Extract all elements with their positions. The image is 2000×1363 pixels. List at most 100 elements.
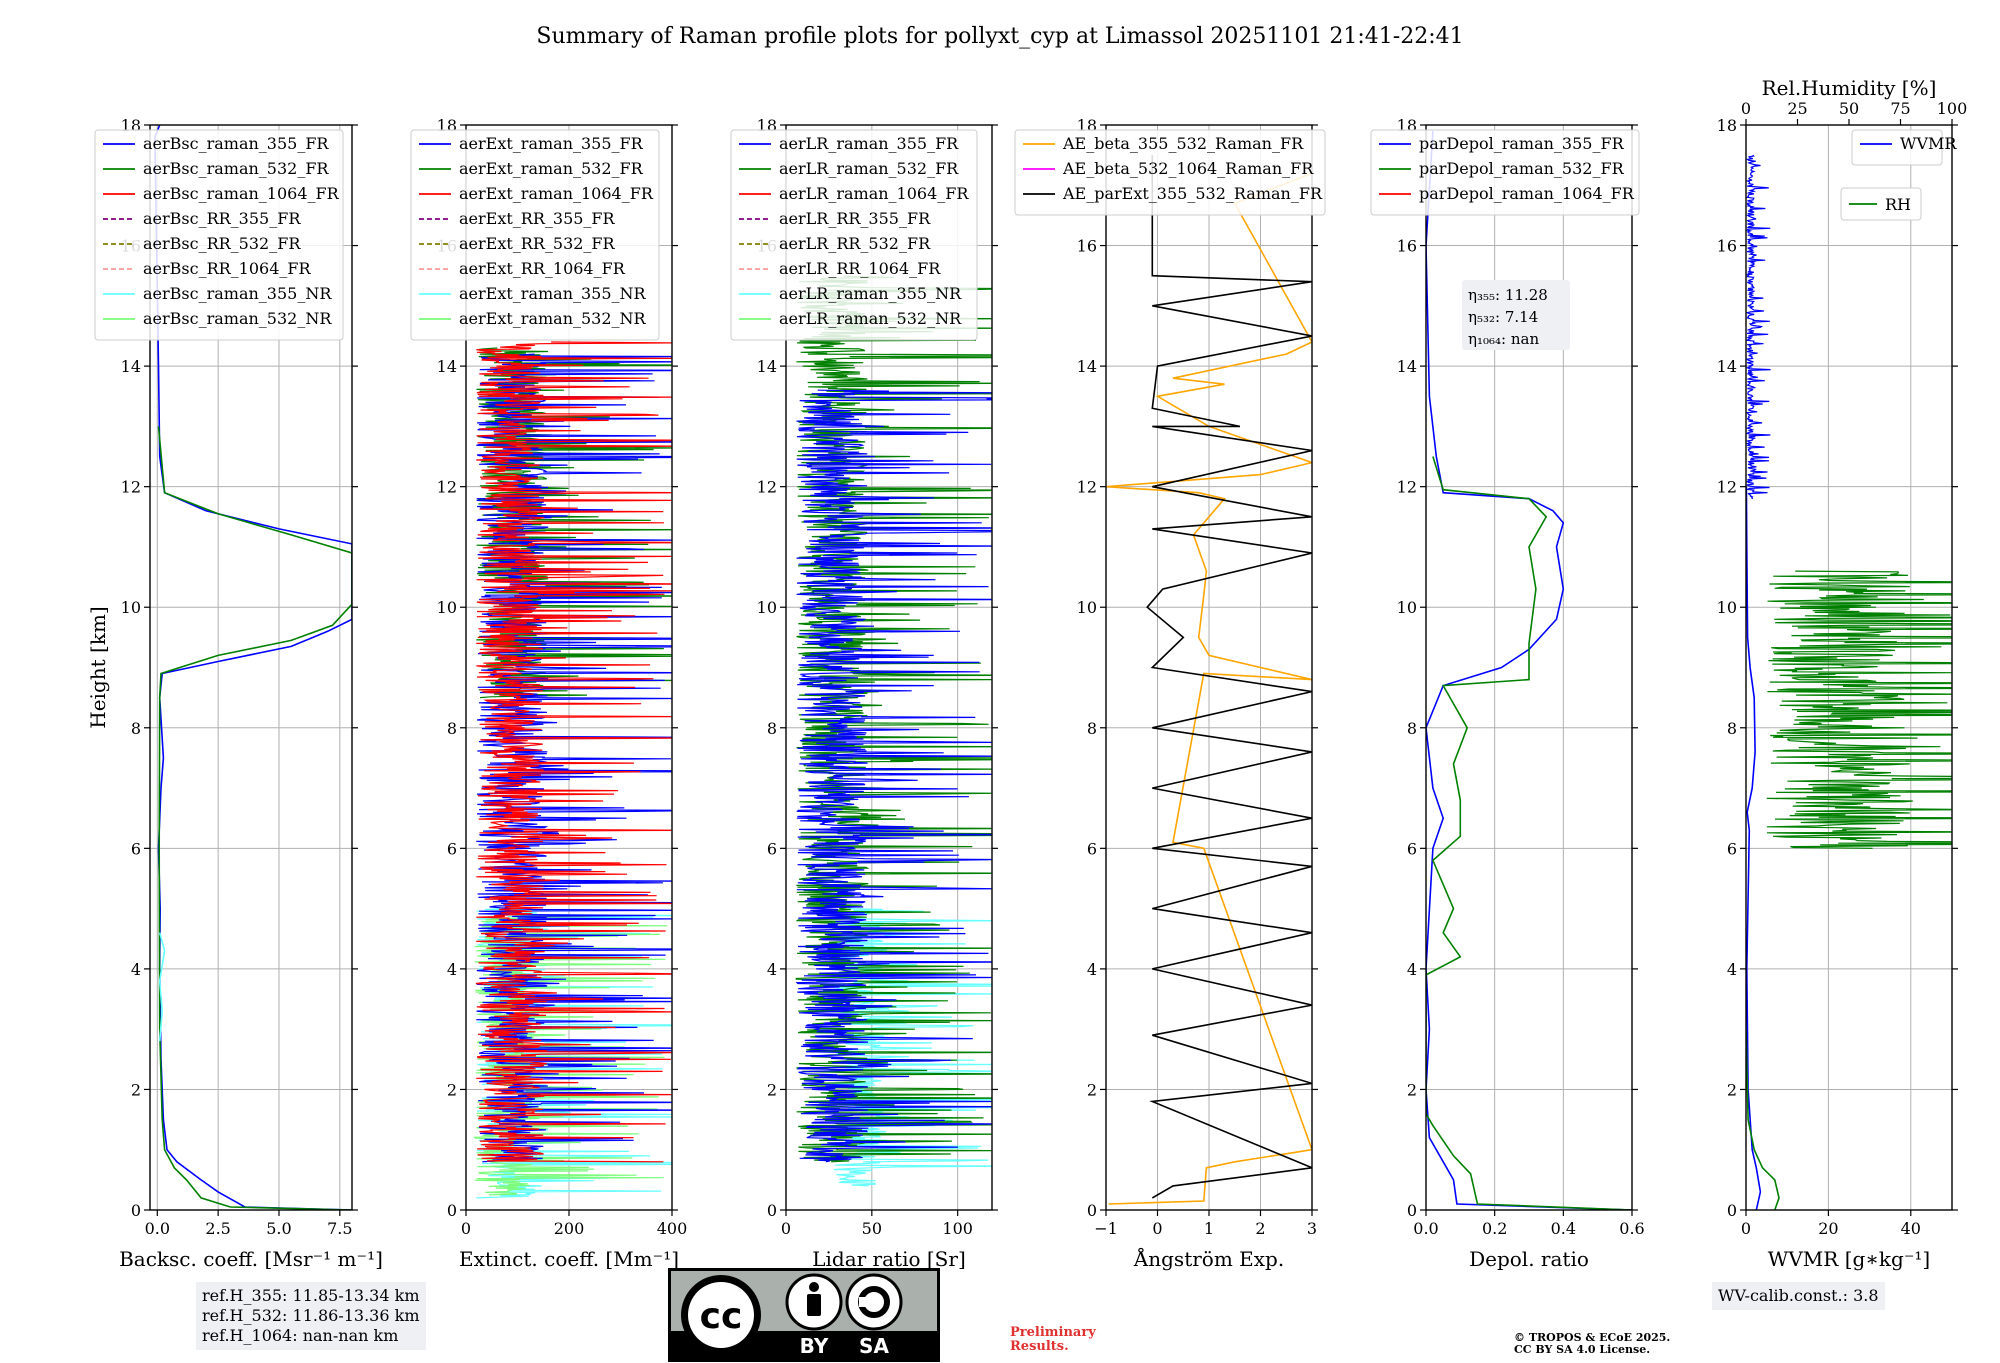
y-tick-label: 14 [437,357,457,376]
y-tick-label: 4 [131,960,141,979]
legend-frame [94,129,344,341]
x-top-tick-label: 75 [1890,99,1910,118]
legend-entry: aerBsc_RR_1064_FR [143,259,312,278]
y-tick-label: 0 [447,1201,457,1220]
y-tick-label: 8 [767,719,777,738]
x-axis-label: WVMR [g∗kg⁻¹] [1768,1247,1930,1271]
y-tick-label: 16 [1077,237,1097,256]
y-tick-label: 2 [1087,1080,1097,1099]
cc-badge-graphic: cc BY SA [671,1271,937,1359]
y-tick-label: 4 [1407,960,1417,979]
y-tick-label: 8 [447,719,457,738]
ref-height-1064: ref.H_1064: nan-nan km [202,1326,399,1345]
legend-frame [410,129,660,341]
legend-entry: aerLR_raman_532_FR [779,159,959,178]
plot-area [795,275,992,1187]
x-tick-label: 5.0 [266,1219,291,1238]
annotation-box [1462,280,1570,350]
x-tick-label: 0.0 [145,1219,170,1238]
legend-entry: aerLR_RR_355_FR [779,209,931,228]
y-tick-label: 6 [1087,839,1097,858]
legend-entry: aerLR_raman_355_FR [779,134,959,153]
x-top-tick-label: 0 [1741,99,1751,118]
y-tick-label: 12 [1077,478,1097,497]
plot-area [154,125,352,1210]
legend-entry: aerBsc_RR_355_FR [143,209,301,228]
y-tick-label: 12 [1717,478,1737,497]
x-top-tick-label: 25 [1787,99,1807,118]
x-tick-label: −1 [1094,1219,1118,1238]
legend-entry: parDepol_raman_355_FR [1419,134,1625,153]
y-tick-label: 8 [131,719,141,738]
y-tick-label: 6 [447,839,457,858]
axes-frame [1425,124,1633,1211]
x-tick-label: 0.6 [1619,1219,1644,1238]
wv-calib-constant: WV-calib.const.: 3.8 [1718,1286,1879,1305]
series-line-aerLR_raman_355_FR [795,389,992,1163]
x-tick-label: 0.0 [1413,1219,1438,1238]
x-tick-label: 0.4 [1551,1219,1576,1238]
x-tick-label: 400 [657,1219,688,1238]
y-tick-label: 14 [757,357,777,376]
series-line-WVMR [1746,486,1762,1210]
legend-entry: AE_parExt_355_532_Raman_FR [1062,184,1323,203]
series-line-AE_parExt_355_532_Raman_FR [1146,155,1312,1199]
legend-entry: aerLR_raman_532_NR [779,309,962,328]
legend-entry: parDepol_raman_1064_FR [1419,184,1635,203]
axes-frame [785,124,993,1211]
legend-entry: aerBsc_RR_532_FR [143,234,301,253]
annotation-line: η₁₀₆₄: nan [1468,330,1539,348]
y-tick-label: 0 [1727,1201,1737,1220]
legend2-entry: RH [1885,195,1911,214]
x-axis-label: Depol. ratio [1469,1247,1589,1271]
panel-lidar_ratio: 024681012141618050100Lidar ratio [Sr]aer… [730,116,998,1271]
legend-entry: aerBsc_raman_355_FR [143,134,329,153]
y-tick-label: 10 [1077,598,1097,617]
legend-entry: aerExt_RR_1064_FR [459,259,626,278]
y-tick-label: 10 [437,598,457,617]
series-line-parDepol_raman_355_FR [1426,130,1632,1210]
y-tick-label: 10 [757,598,777,617]
legend2-frame [1840,187,1922,221]
series-line-RH_noise [1766,570,1952,849]
y-tick-label: 0 [1087,1201,1097,1220]
y-tick-label: 16 [1717,237,1737,256]
series-line-aerExt_raman_1064_FR [475,341,672,1163]
y-tick-label: 8 [1727,719,1737,738]
x-tick-label: 7.5 [327,1219,352,1238]
legend-entry: aerLR_raman_1064_FR [779,184,969,203]
annotation-line: η₅₃₂: 7.14 [1468,308,1538,326]
preliminary-line-1: Preliminary [1010,1325,1096,1340]
y-tick-label: 10 [1717,598,1737,617]
legend-entry: aerExt_raman_355_NR [459,284,647,303]
legend-entry: AE_beta_532_1064_Raman_FR [1062,159,1314,178]
legend-entry: aerBsc_raman_532_NR [143,309,332,328]
y-tick-label: 2 [767,1080,777,1099]
share-alike-icon [845,1273,903,1331]
y-tick-label: 4 [1727,960,1737,979]
y-tick-label: 12 [437,478,457,497]
x-tick-label: 0 [781,1219,791,1238]
x-tick-label: 100 [942,1219,973,1238]
preliminary-note: Preliminary Results. [1010,1326,1096,1354]
annotation-line: η₃₅₅: 11.28 [1468,286,1548,304]
x-tick-label: 3 [1307,1219,1317,1238]
y-tick-label: 8 [1407,719,1417,738]
series-line-aerBsc_raman_532_FR [157,426,352,1210]
x-tick-label: 2.5 [205,1219,230,1238]
y-tick-label: 2 [447,1080,457,1099]
y-tick-label: 14 [1077,357,1097,376]
series-line-RH [1746,1029,1780,1210]
cc-by-label: BY [800,1334,829,1358]
y-tick-label: 2 [1727,1080,1737,1099]
x-top-axis-label: Rel.Humidity [%] [1762,76,1937,100]
x-tick-label: 20 [1818,1219,1838,1238]
legend-entry: aerExt_raman_355_FR [459,134,644,153]
x-tick-label: 1 [1204,1219,1214,1238]
cc-license-badge: cc BY SA [668,1268,940,1362]
y-tick-label: 6 [131,839,141,858]
